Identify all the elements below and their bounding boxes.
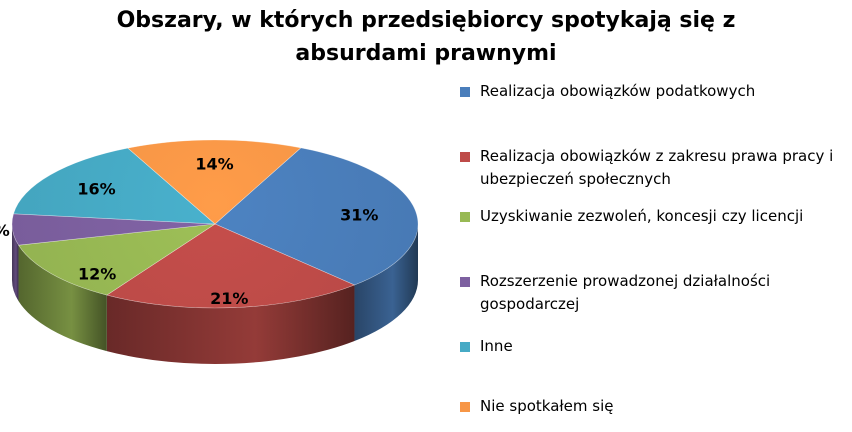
pie-slice-realizacja-obowiazkow-podatkowych bbox=[214, 147, 419, 286]
legend-label-rozszerzenie: Rozszerzenie prowadzonej działalności go… bbox=[480, 272, 771, 313]
pie-wall-realizacja-obowiazkow-z-zakresu-prawa-pracy-i-ubezpieczen-spolecznych bbox=[106, 285, 355, 364]
pie-label-nie-spotkalem-sie: 14% bbox=[195, 155, 233, 174]
pie-label-inne: 16% bbox=[77, 180, 115, 199]
legend-label-zezwolenia: Uzyskiwanie zezwoleń, koncesji czy licen… bbox=[480, 207, 804, 225]
legend-swatch-nie-spotkalem bbox=[460, 402, 470, 412]
pie-slice-realizacja-obowiazkow-z-zakresu-prawa-pracy-i-ubezpieczen-spolecznych bbox=[106, 223, 356, 309]
pie-label-realizacja-obowiazkow-z-zakresu-prawa-pracy-i-ubezpieczen-spolecznych: 21% bbox=[210, 289, 248, 308]
legend-swatch-zezwolenia bbox=[460, 212, 470, 222]
chart-title: Obszary, w których przedsiębiorcy spotyk… bbox=[116, 8, 736, 66]
pie-label-rozszerzenie-prowadzonej-dzialalnosci-gospodarczej: 6% bbox=[0, 221, 10, 240]
legend-label-nie-spotkalem: Nie spotkałem się bbox=[480, 397, 614, 415]
pie-side-walls bbox=[12, 224, 418, 364]
pie-slice-uzyskiwanie-zezwolen-koncesji-czy-licencji bbox=[18, 223, 216, 296]
legend-swatch-prawo-pracy bbox=[460, 152, 470, 162]
legend-swatch-podatkowe bbox=[460, 87, 470, 97]
pie-label-realizacja-obowiazkow-podatkowych: 31% bbox=[340, 205, 378, 224]
pie-wall-rozszerzenie-prowadzonej-dzialalnosci-gospodarczej bbox=[12, 224, 19, 302]
pie-wall-realizacja-obowiazkow-podatkowych bbox=[354, 224, 418, 342]
legend-swatch-inne bbox=[460, 342, 470, 352]
pie-slice-nie-spotkalem-sie bbox=[127, 139, 302, 225]
pie-percent-labels: 31% 21% 12% 6% 16% 14% bbox=[0, 155, 378, 309]
legend-label-inne: Inne bbox=[480, 337, 513, 355]
legend-swatch-rozszerzenie bbox=[460, 277, 470, 287]
pie-slice-inne bbox=[13, 147, 216, 225]
legend-label-podatkowe: Realizacja obowiązków podatkowych bbox=[480, 82, 756, 100]
pie-label-uzyskiwanie-zezwolen-koncesji-czy-licencji: 12% bbox=[78, 265, 116, 284]
pie-top-slices bbox=[11, 139, 419, 309]
legend-label-prawo-pracy: Realizacja obowiązków z zakresu prawa pr… bbox=[480, 147, 834, 188]
pie-wall-uzyskiwanie-zezwolen-koncesji-czy-licencji bbox=[18, 245, 107, 352]
